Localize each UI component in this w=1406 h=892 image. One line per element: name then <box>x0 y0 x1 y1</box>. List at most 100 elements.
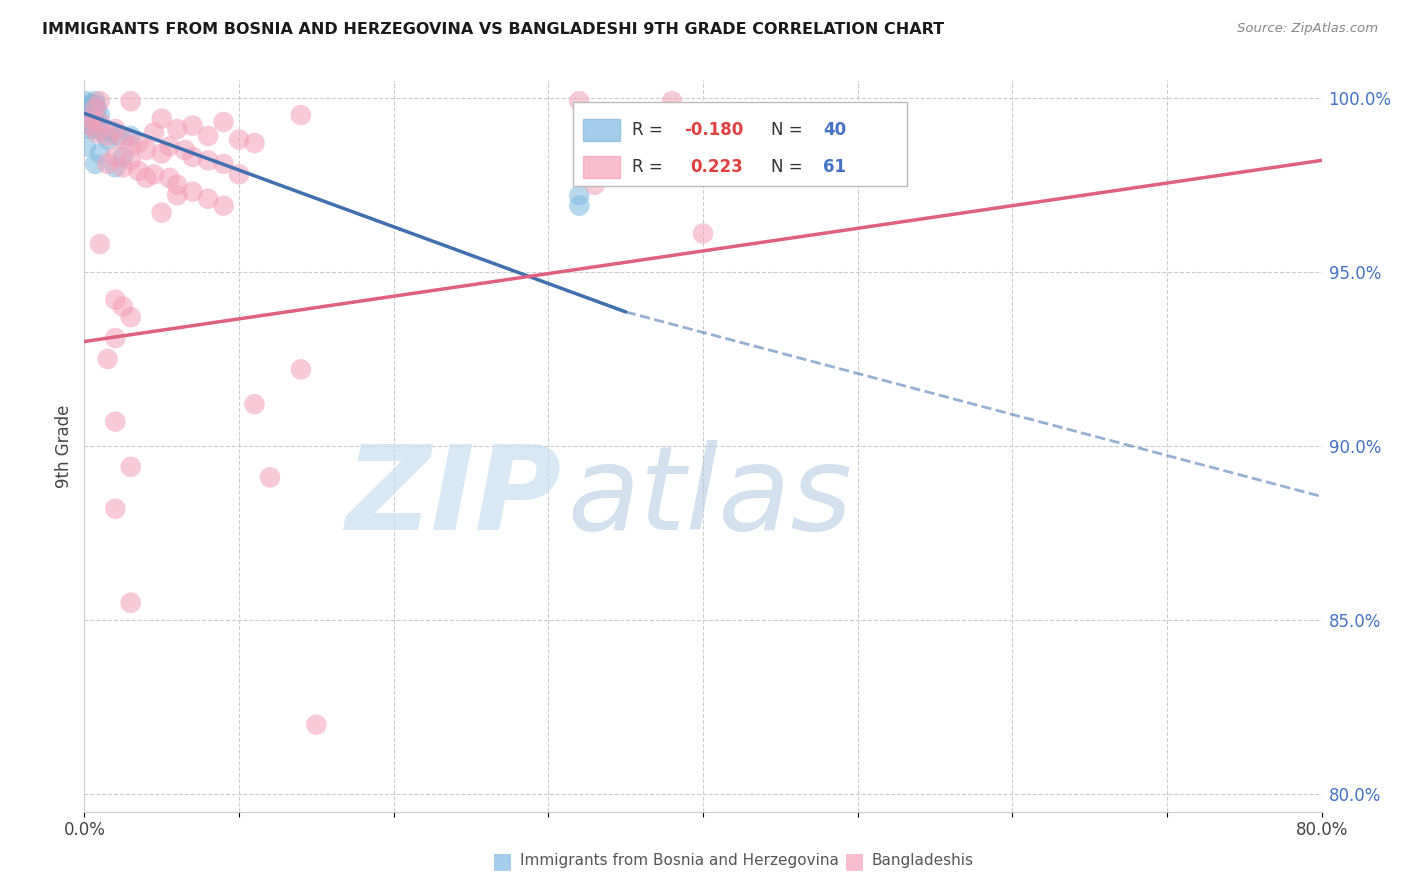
Text: ZIP: ZIP <box>344 440 561 555</box>
Point <box>259 470 281 484</box>
Point <box>290 362 312 376</box>
Point <box>290 108 312 122</box>
Point <box>243 397 266 411</box>
Point <box>228 167 250 181</box>
Point <box>128 164 150 178</box>
Point <box>181 185 204 199</box>
Point <box>75 104 97 119</box>
Point <box>112 150 135 164</box>
Point <box>104 122 127 136</box>
Point <box>305 717 328 731</box>
Point <box>568 188 591 202</box>
Point <box>104 293 127 307</box>
FancyBboxPatch shape <box>583 155 620 178</box>
Text: atlas: atlas <box>567 440 852 554</box>
Point <box>75 94 97 108</box>
Point <box>120 459 142 474</box>
Point <box>79 101 101 115</box>
Point <box>181 150 204 164</box>
Point <box>84 94 107 108</box>
Point <box>89 146 111 161</box>
Point <box>212 115 235 129</box>
Point <box>89 108 111 122</box>
Point <box>91 126 114 140</box>
Text: 0.223: 0.223 <box>690 158 744 176</box>
Point <box>166 178 188 192</box>
FancyBboxPatch shape <box>583 119 620 141</box>
Point <box>159 170 181 185</box>
Point <box>82 97 104 112</box>
Point <box>104 150 127 164</box>
Point <box>101 126 124 140</box>
Text: Immigrants from Bosnia and Herzegovina: Immigrants from Bosnia and Herzegovina <box>520 854 839 868</box>
Point <box>174 143 197 157</box>
Point <box>97 132 120 146</box>
Point <box>97 128 120 143</box>
Point <box>89 237 111 252</box>
Point <box>84 101 107 115</box>
Point <box>82 112 104 126</box>
Point <box>83 101 105 115</box>
Point <box>104 501 127 516</box>
Point <box>86 101 108 115</box>
Point <box>89 115 111 129</box>
Point <box>83 108 105 122</box>
Point <box>120 94 142 108</box>
Point <box>104 331 127 345</box>
Point <box>104 415 127 429</box>
Point <box>568 199 591 213</box>
Point <box>181 119 204 133</box>
Point <box>228 132 250 146</box>
Point <box>77 112 100 126</box>
Point <box>87 119 110 133</box>
Point <box>128 136 150 150</box>
Point <box>86 112 108 126</box>
Point <box>150 205 173 219</box>
Point <box>112 300 135 314</box>
Point <box>107 128 129 143</box>
Point <box>82 112 104 126</box>
Point <box>159 139 181 153</box>
Text: N =: N = <box>770 121 808 139</box>
Point <box>79 108 101 122</box>
Text: N =: N = <box>770 158 808 176</box>
Point <box>243 136 266 150</box>
Point <box>75 112 97 126</box>
Point <box>76 101 98 115</box>
Point <box>76 108 98 122</box>
Point <box>197 128 219 143</box>
Point <box>197 192 219 206</box>
Point <box>135 170 157 185</box>
Point <box>77 97 100 112</box>
Text: ■: ■ <box>844 851 865 871</box>
Point <box>150 112 173 126</box>
Point <box>143 167 166 181</box>
Point <box>120 153 142 168</box>
Point <box>583 178 606 192</box>
Point <box>82 119 104 133</box>
Point <box>75 139 97 153</box>
Point <box>79 115 101 129</box>
Point <box>197 153 219 168</box>
Point <box>135 143 157 157</box>
Point <box>692 227 714 241</box>
Point <box>143 126 166 140</box>
FancyBboxPatch shape <box>574 103 907 186</box>
Point <box>97 351 120 366</box>
Point <box>661 94 683 108</box>
Point <box>166 122 188 136</box>
Point <box>212 199 235 213</box>
Point <box>84 122 107 136</box>
Text: IMMIGRANTS FROM BOSNIA AND HERZEGOVINA VS BANGLADESHI 9TH GRADE CORRELATION CHAR: IMMIGRANTS FROM BOSNIA AND HERZEGOVINA V… <box>42 22 945 37</box>
Point <box>77 119 100 133</box>
Point <box>97 157 120 171</box>
Point <box>120 139 142 153</box>
Text: Source: ZipAtlas.com: Source: ZipAtlas.com <box>1237 22 1378 36</box>
Text: Bangladeshis: Bangladeshis <box>872 854 974 868</box>
Text: 40: 40 <box>823 121 846 139</box>
Point <box>82 104 104 119</box>
Point <box>112 132 135 146</box>
Point <box>84 157 107 171</box>
Point <box>86 126 108 140</box>
Point <box>89 94 111 108</box>
